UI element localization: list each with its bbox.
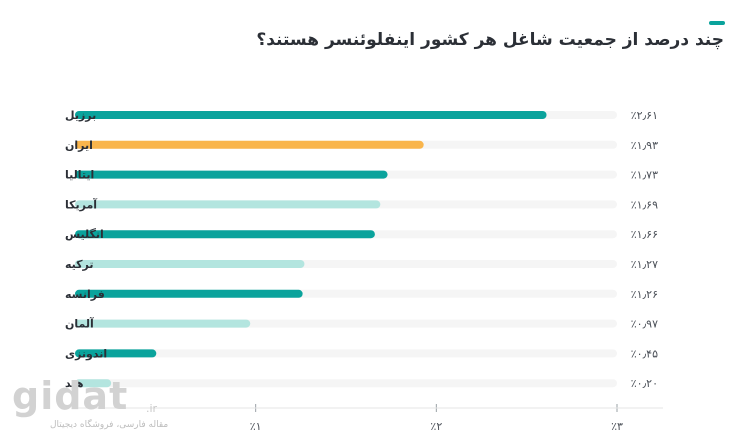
bar-track — [75, 379, 617, 388]
bar — [75, 379, 112, 388]
bar — [75, 349, 157, 358]
bar — [75, 319, 251, 328]
category-label: ایران — [65, 139, 93, 152]
value-label: ٪۲٫۶۱ — [631, 109, 658, 122]
value-label: ٪۰٫۴۵ — [631, 347, 658, 360]
value-label: ٪۱٫۲۶ — [631, 288, 658, 301]
watermark-tagline: مقاله فارسی، فروشگاه دیجیتال — [50, 420, 169, 430]
bar — [75, 170, 388, 179]
title-accent-bar — [709, 21, 725, 25]
value-label: ٪۰٫۹۷ — [631, 318, 658, 331]
bar — [75, 260, 305, 268]
category-label: انگلیس — [65, 228, 104, 241]
value-label: ٪۱٫۷۳ — [631, 169, 658, 182]
bar — [75, 230, 375, 239]
bar — [75, 111, 547, 119]
bar — [75, 200, 381, 209]
value-label: ٪۱٫۲۷ — [631, 258, 658, 271]
value-label: ٪۰٫۲۰ — [631, 377, 658, 390]
value-label: ٪۱٫۶۹ — [631, 198, 658, 211]
category-label: برزیل — [65, 109, 96, 122]
category-label: ایتالیا — [65, 169, 94, 182]
watermark-logo: gidat — [12, 374, 129, 418]
category-label: آلمان — [65, 317, 94, 331]
value-label: ٪۱٫۹۳ — [631, 139, 658, 152]
category-label: ترکیه — [65, 258, 94, 271]
category-label: آمریکا — [65, 197, 97, 211]
bar — [75, 140, 424, 149]
watermark: gidat .ir مقاله فارسی، فروشگاه دیجیتال — [12, 374, 172, 434]
category-label: هند — [65, 377, 83, 390]
x-tick-label: ٪۱ — [250, 420, 262, 433]
x-tick-label: ٪۳ — [611, 420, 623, 433]
x-tick-label: ٪۲ — [430, 420, 442, 433]
chart-title: چند درصد از جمعیت شاغل هر کشور اینفلوئنس… — [256, 30, 724, 50]
bar — [75, 289, 303, 298]
category-label: اندونزی — [65, 347, 107, 360]
watermark-suffix: .ir — [146, 402, 158, 415]
value-label: ٪۱٫۶۶ — [631, 228, 658, 241]
category-label: فرانسه — [65, 288, 105, 301]
bar-track — [75, 349, 617, 358]
